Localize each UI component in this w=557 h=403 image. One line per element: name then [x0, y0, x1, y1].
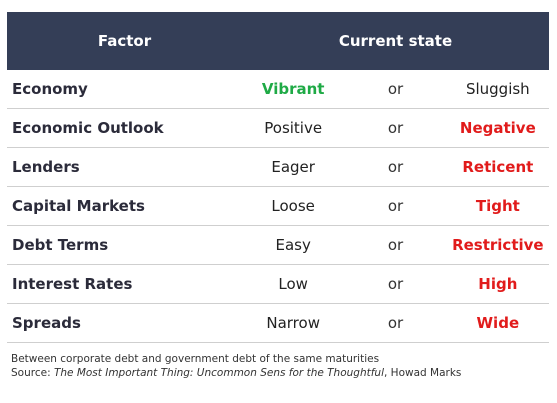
row-left-state: Easy [242, 225, 345, 265]
table-row: Lenders Eager or Reticent [7, 147, 549, 187]
row-right-state: Tight [446, 186, 549, 226]
row-or: or [344, 70, 447, 109]
table-row: Economic Outlook Positive or Negative [7, 108, 549, 148]
table-row: Economy Vibrant or Sluggish [7, 70, 549, 109]
row-factor: Economic Outlook [7, 108, 242, 148]
factor-table-container: Factor Current state Economy Vibrant or … [7, 12, 549, 343]
row-factor: Interest Rates [7, 264, 242, 304]
row-or: or [344, 108, 447, 148]
row-factor: Economy [7, 70, 242, 109]
table-row: Capital Markets Loose or Tight [7, 186, 549, 226]
row-or: or [344, 303, 447, 343]
source-prefix: Source: [11, 367, 54, 379]
table-header-row: Factor Current state [7, 12, 549, 70]
row-right-state: Wide [446, 303, 549, 343]
row-left-state: Low [242, 264, 345, 304]
row-or: or [344, 186, 447, 226]
table-row: Spreads Narrow or Wide [7, 303, 549, 343]
factor-table: Factor Current state Economy Vibrant or … [7, 12, 549, 343]
footnote-line: Between corporate debt and government de… [11, 353, 380, 365]
row-left-state: Positive [242, 108, 345, 148]
row-left-state: Loose [242, 186, 345, 226]
source-title: The Most Important Thing: Uncommon Sens … [53, 367, 384, 379]
row-left-state: Narrow [242, 303, 345, 343]
table-row: Interest Rates Low or High [7, 264, 549, 304]
row-factor: Lenders [7, 147, 242, 187]
row-or: or [344, 147, 447, 187]
row-right-state: Negative [446, 108, 549, 148]
row-left-state: Vibrant [242, 70, 345, 109]
row-right-state: High [446, 264, 549, 304]
row-factor: Capital Markets [7, 186, 242, 226]
header-factor: Factor [7, 12, 242, 70]
source-suffix: , Howad Marks [384, 367, 462, 379]
table-row: Debt Terms Easy or Restrictive [7, 225, 549, 265]
row-left-state: Eager [242, 147, 345, 187]
row-or: or [344, 264, 447, 304]
footnotes: Between corporate debt and government de… [11, 352, 461, 380]
source-line: Source: The Most Important Thing: Uncomm… [11, 366, 461, 380]
row-factor: Spreads [7, 303, 242, 343]
row-or: or [344, 225, 447, 265]
header-current-state: Current state [242, 12, 549, 70]
row-right-state: Reticent [446, 147, 549, 187]
row-factor: Debt Terms [7, 225, 242, 265]
row-right-state: Restrictive [446, 225, 549, 265]
row-right-state: Sluggish [446, 70, 549, 109]
